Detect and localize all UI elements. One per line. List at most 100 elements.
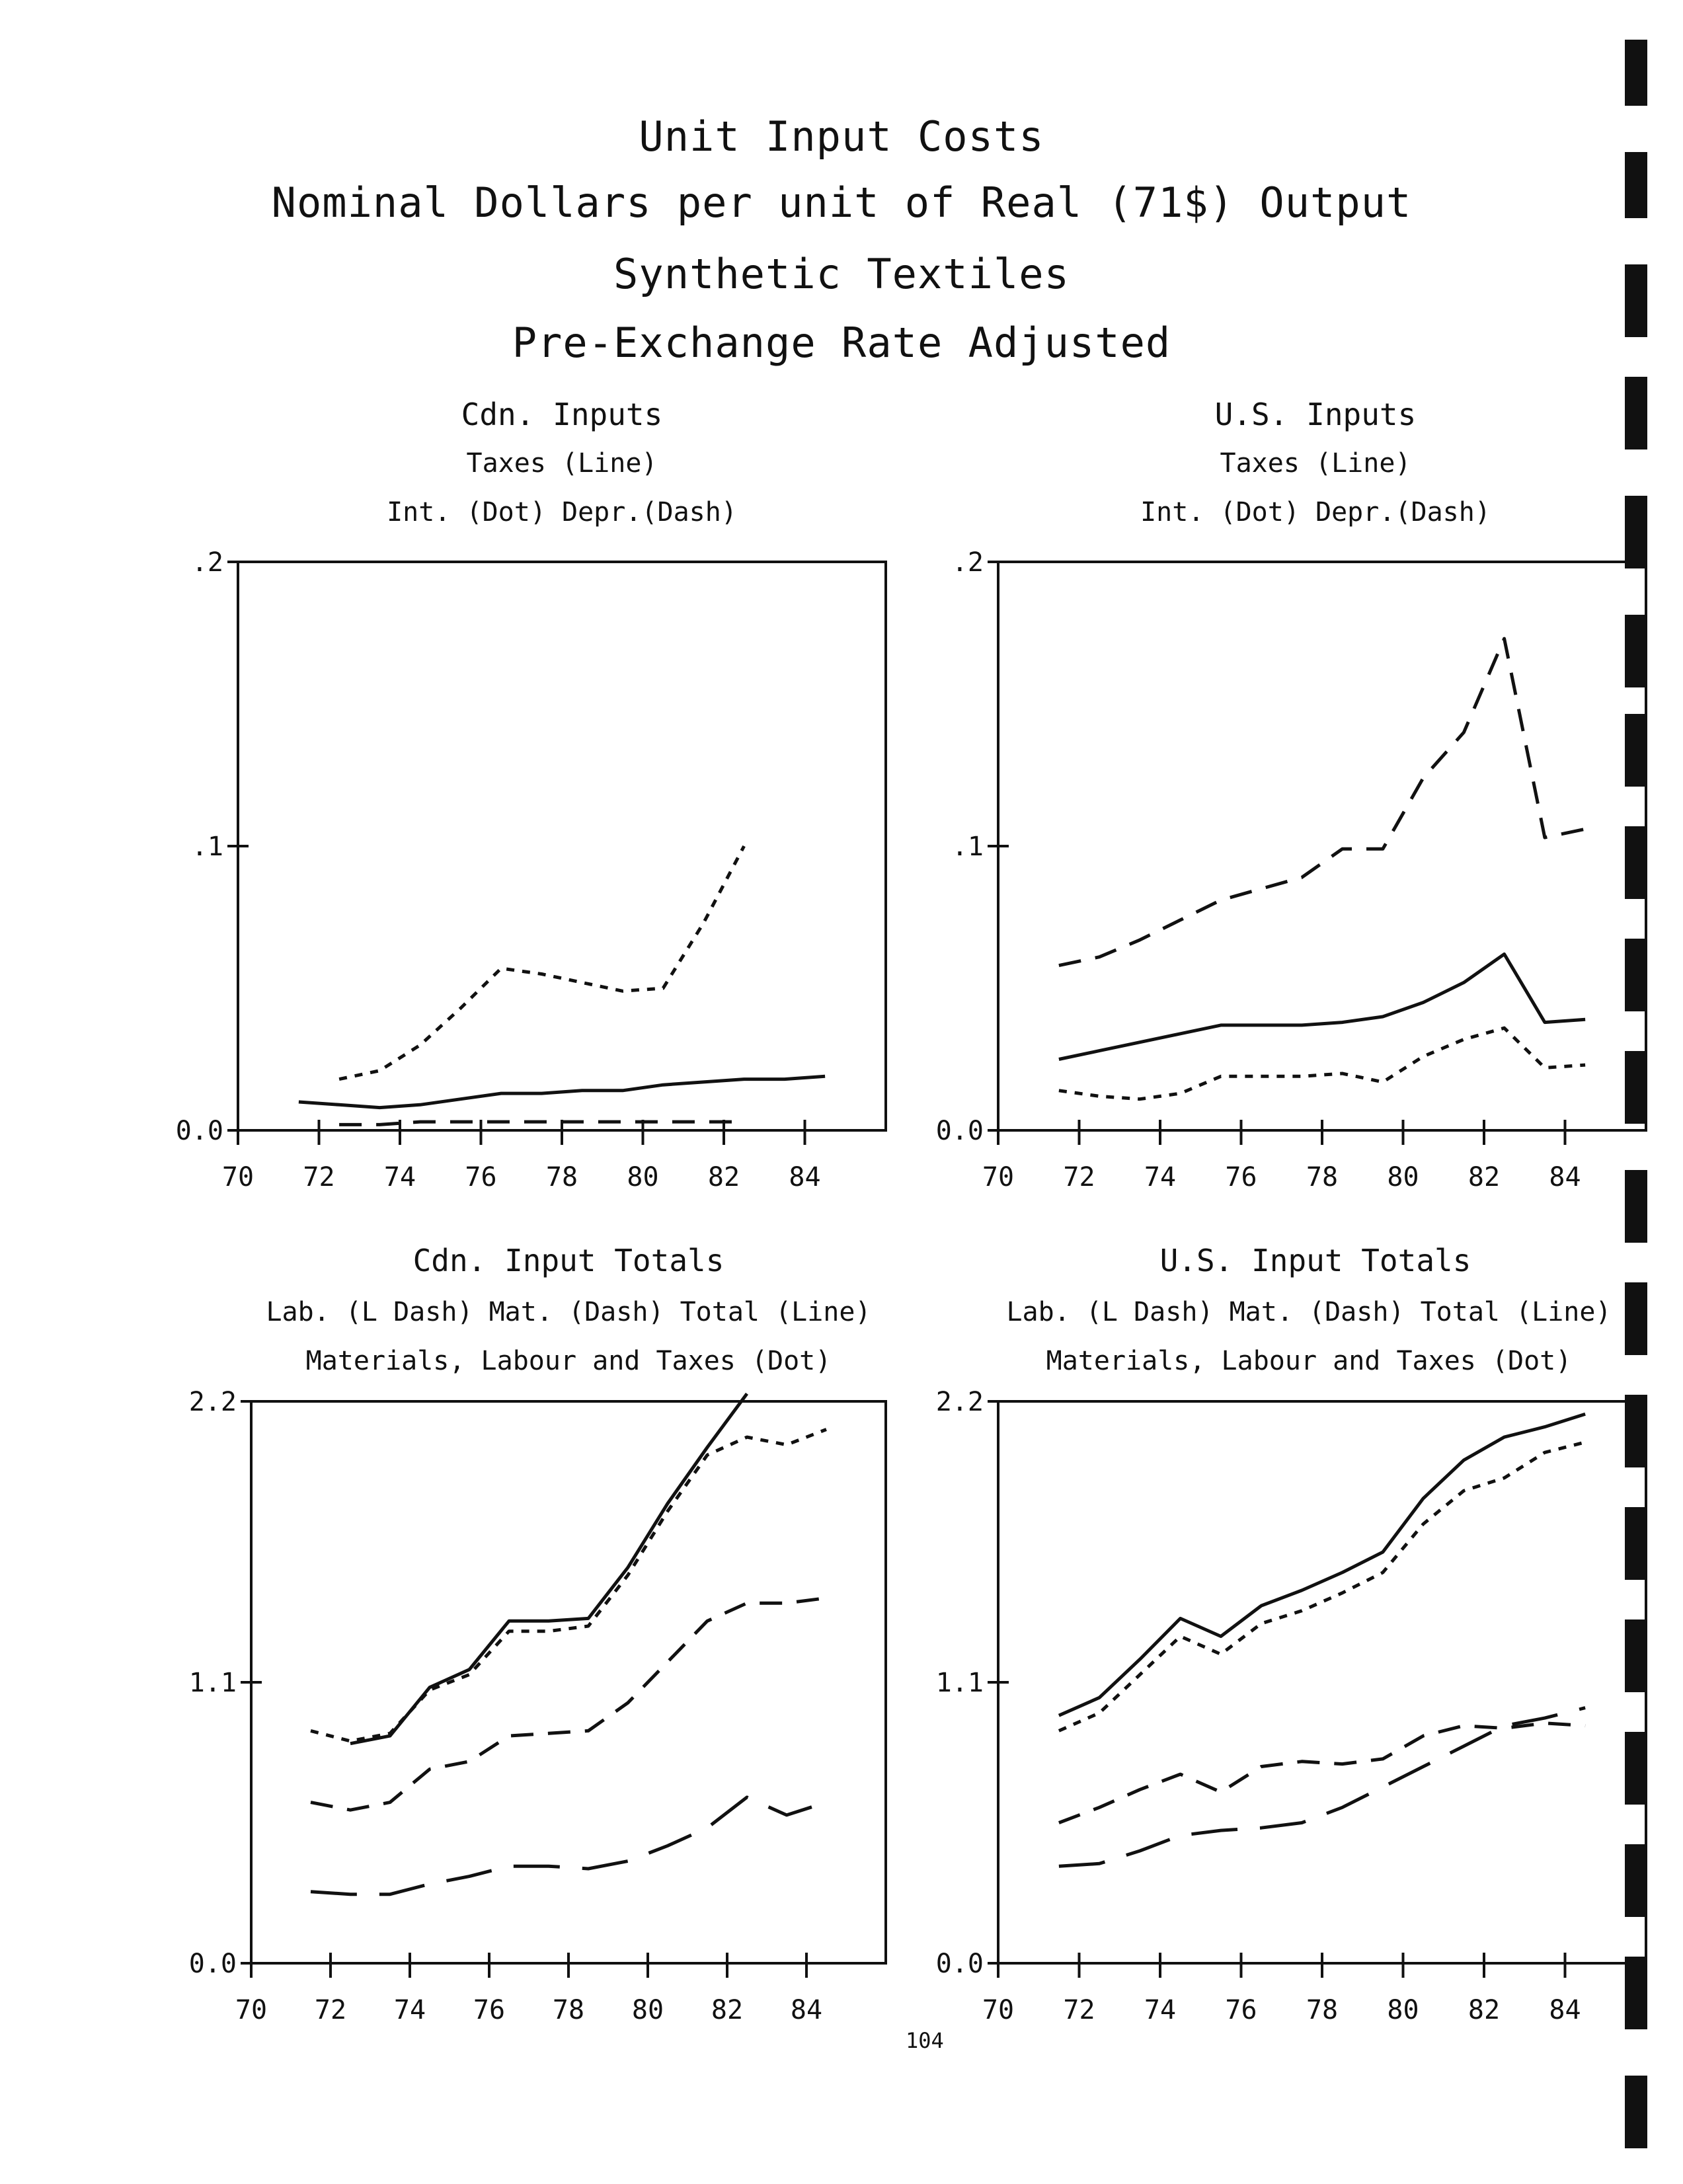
scan-edge-mark [1625,1957,1647,2029]
panel-3-title: Cdn. Input Totals [412,1243,724,1278]
x-tick-label: 80 [1387,1162,1419,1192]
y-tick-label: 0.0 [176,1116,223,1146]
series-solid-line [1058,1412,1586,1717]
series-ldash-line [310,1795,827,1896]
x-tick-label: 70 [222,1162,254,1192]
y-tick-label: 1.1 [189,1668,237,1698]
panel-2-legend-line-2: Int. (Dot) Depr.(Dash) [1140,497,1491,527]
series-dash-line [339,1120,744,1126]
x-tick-label: 70 [235,1995,267,2025]
y-tick-label: .1 [952,832,984,862]
x-tick-label: 78 [553,1995,584,2025]
panel-1-title: Cdn. Inputs [461,397,663,432]
x-tick-label: 72 [1063,1995,1095,2025]
x-tick-label: 78 [1306,1162,1338,1192]
y-tick-label: 0.0 [936,1116,984,1146]
y-tick-label: .2 [952,547,984,578]
y-tick-label: 2.2 [936,1387,984,1417]
series-solid-line [298,1074,826,1110]
y-tick-label: 1.1 [936,1668,984,1698]
series-dot-line [338,845,746,1081]
x-tick-label: 74 [1144,1162,1176,1192]
x-tick-label: 84 [1549,1162,1581,1192]
x-tick-label: 76 [473,1995,505,2025]
series-solid-line [350,1392,749,1746]
cdn-input-totals-chart: 0.0 1.1 2.2 70 72 74 76 78 80 82 84 [189,1387,887,2025]
x-tick-label: 80 [632,1995,664,2025]
scan-edge-mark [1625,615,1647,687]
panel-4-title: U.S. Input Totals [1159,1243,1471,1278]
plot-frame [997,561,1647,1132]
scan-edge-mark [1625,826,1647,899]
page-number: 104 [906,2028,944,2053]
y-tick-label: .2 [192,547,223,578]
panel-1-legend-line-2: Int. (Dot) Depr.(Dash) [387,497,737,527]
cdn-inputs-chart: 0.0 .1 .2 70 72 74 76 78 80 82 84 [176,547,887,1192]
y-tick-label: 2.2 [189,1387,237,1417]
series-solid-line [1058,952,1586,1061]
x-tick-label: 84 [789,1162,820,1192]
scan-edge-mark [1625,939,1647,1011]
panel-4-legend-line-1: Lab. (L Dash) Mat. (Dash) Total (Line) [1006,1297,1612,1327]
scan-edge-mark [1625,1619,1647,1692]
x-tick-label: 82 [711,1995,743,2025]
x-tick-label: 80 [627,1162,658,1192]
scan-edge-mark [1625,40,1647,106]
panel-2-legend-line-1: Taxes (Line) [1220,448,1411,479]
series-dash-line [1058,637,1586,968]
x-tick-label: 78 [1306,1995,1338,2025]
main-title-line-1: Unit Input Costs [639,112,1044,161]
scan-edge-mark [1625,1844,1647,1917]
y-tick-label: 0.0 [189,1949,237,1979]
x-tick-label: 76 [1225,1995,1257,2025]
main-title-line-2: Nominal Dollars per unit of Real (71$) O… [271,178,1412,227]
panel-3-legend-line-2: Materials, Labour and Taxes (Dot) [305,1346,832,1376]
x-tick-label: 82 [708,1162,740,1192]
x-tick-label: 76 [465,1162,496,1192]
x-tick-label: 82 [1468,1995,1500,2025]
scan-edge-mark [1625,1507,1647,1580]
main-title-line-4: Pre-Exchange Rate Adjusted [512,319,1171,367]
x-tick-label: 82 [1468,1162,1500,1192]
scan-edge-mark [1625,1282,1647,1355]
series-ldash-line [1058,1706,1586,1868]
x-tick-label: 70 [982,1995,1014,2025]
x-tick-label: 72 [303,1162,334,1192]
scan-edge-mark [1625,1395,1647,1467]
x-tick-label: 74 [384,1162,416,1192]
x-tick-label: 84 [1549,1995,1581,2025]
series-dash-line [1058,1721,1586,1824]
main-title-line-3: Synthetic Textiles [613,250,1070,298]
us-input-totals-chart: 0.0 1.1 2.2 70 72 74 76 78 80 82 84 [936,1387,1647,2025]
scan-edge-mark [1625,1051,1647,1124]
x-tick-label: 78 [546,1162,578,1192]
series-dot-line [1058,1440,1586,1733]
series-dot-line [310,1428,827,1743]
plot-frame [237,561,887,1132]
x-tick-label: 74 [1144,1995,1176,2025]
series-dash-line [310,1596,827,1812]
y-tick-label: 0.0 [936,1949,984,1979]
series-dot-line [1058,1026,1586,1101]
scan-edge-mark [1625,714,1647,787]
scan-edge-mark [1625,1170,1647,1243]
x-tick-label: 80 [1387,1995,1419,2025]
x-tick-label: 72 [1063,1162,1095,1192]
scan-edge-mark [1625,496,1647,568]
x-tick-label: 84 [791,1995,822,2025]
scan-edge-mark [1625,264,1647,337]
panel-4-legend-line-2: Materials, Labour and Taxes (Dot) [1046,1346,1572,1376]
panel-1-legend-line-1: Taxes (Line) [466,448,658,479]
x-tick-label: 70 [982,1162,1014,1192]
y-tick-label: .1 [192,832,223,862]
plot-frame [250,1400,887,1965]
scan-edge-mark [1625,377,1647,449]
scan-edge-mark [1625,152,1647,218]
us-inputs-chart: 0.0 .1 .2 70 72 74 76 78 80 82 84 [936,547,1647,1192]
x-tick-label: 74 [394,1995,426,2025]
panel-2-title: U.S. Inputs [1214,397,1417,432]
x-tick-label: 72 [315,1995,346,2025]
scan-edge-mark [1625,2076,1647,2148]
scan-edge-mark [1625,1732,1647,1805]
